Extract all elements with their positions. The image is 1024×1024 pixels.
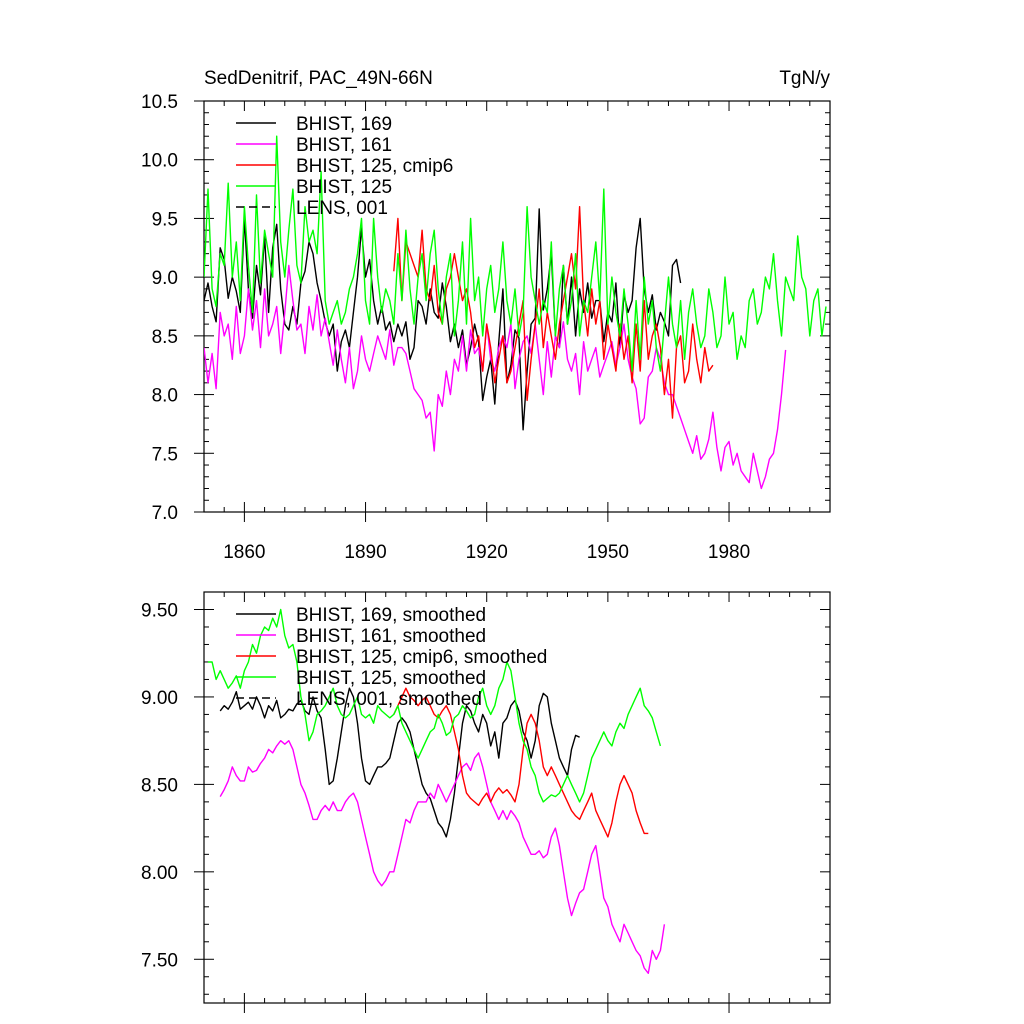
bottom-series-bhist-161-smoothed (219, 740, 666, 974)
top-plot-frame (203, 100, 831, 513)
top-series-bhist-125-cmip6 (393, 205, 714, 419)
top-y-tick-label: 9.0 (152, 268, 178, 289)
bottom-series-group (208, 608, 666, 974)
bottom-panel: 7.50 8.00 8.50 9.00 9.50 BHIST, 169, smoothed… (141, 591, 831, 1013)
top-legend-label: BHIST, 125 (296, 177, 392, 198)
top-y-tick-label: 7.0 (152, 503, 178, 524)
top-y-tick-label: 9.5 (152, 209, 178, 230)
top-panel: SedDenitrif, PAC_49N-66N TgN/y 1860 1890 1… (141, 68, 831, 563)
top-x-tick-label: 1950 (587, 542, 629, 563)
top-series-bhist-161 (204, 264, 787, 490)
top-legend-label: LENS, 001 (296, 198, 388, 219)
bottom-legend-label: BHIST, 125, smoothed (296, 668, 486, 689)
bottom-plot-frame (203, 591, 831, 1004)
top-x-tick-label: 1890 (344, 542, 386, 563)
bottom-legend-label: BHIST, 161, smoothed (296, 626, 486, 647)
top-legend-label: BHIST, 169 (296, 114, 392, 135)
bottom-y-tick-label: 9.00 (141, 688, 178, 709)
top-panel-title: SedDenitrif, PAC_49N-66N (204, 68, 433, 89)
bottom-series-bhist-125-cmip6-smoothed (393, 687, 649, 838)
bottom-y-tick-label: 8.50 (141, 775, 178, 796)
bottom-legend-label: BHIST, 169, smoothed (296, 605, 486, 626)
top-y-tick-label: 8.5 (152, 327, 178, 348)
top-y-tick-label: 10.5 (141, 92, 178, 113)
top-legend-label: BHIST, 125, cmip6 (296, 156, 453, 177)
top-series-group (204, 135, 827, 490)
bottom-y-tick-label: 8.00 (141, 863, 178, 884)
bottom-y-tick-label: 9.50 (141, 600, 178, 621)
bottom-legend-label: BHIST, 125, cmip6, smoothed (296, 647, 547, 668)
top-series-bhist-125 (204, 135, 827, 372)
bottom-legend-label: LENS, 001, smoothed (296, 689, 482, 710)
top-x-tick-label: 1860 (223, 542, 265, 563)
bottom-series-bhist-169-smoothed (219, 687, 580, 838)
top-y-tick-label: 10.0 (141, 151, 178, 172)
bottom-y-tick-label: 7.50 (141, 950, 178, 971)
top-x-tick-label: 1920 (466, 542, 508, 563)
top-x-tick-label: 1980 (708, 542, 750, 563)
bottom-series-bhist-125-smoothed (208, 608, 662, 803)
top-y-tick-label: 7.5 (152, 444, 178, 465)
top-y-tick-label: 8.0 (152, 386, 178, 407)
top-panel-units: TgN/y (779, 68, 830, 89)
top-legend-label: BHIST, 161 (296, 135, 392, 156)
